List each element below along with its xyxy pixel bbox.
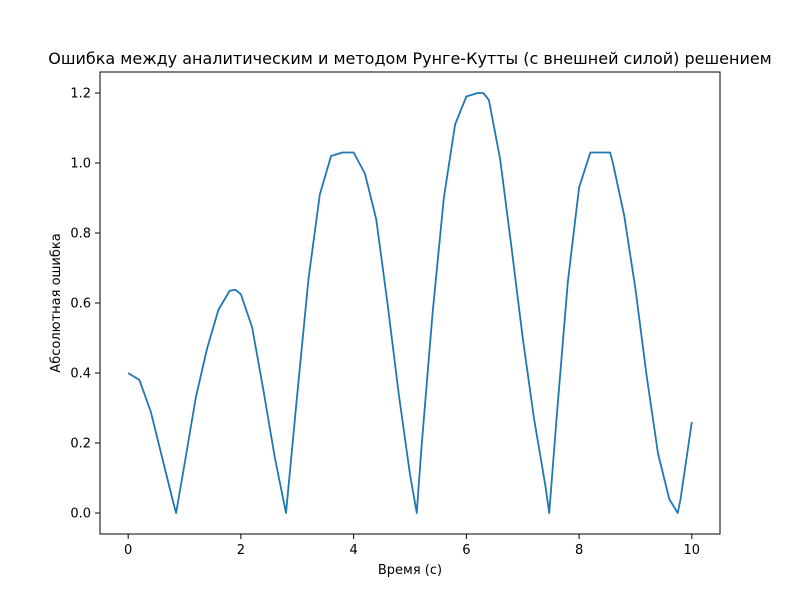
y-tick-label: 0.4 (70, 367, 91, 382)
x-tick-label: 4 (349, 543, 357, 558)
plot-area (100, 72, 720, 534)
series-line (127, 92, 693, 514)
y-tick-label: 0.6 (70, 297, 91, 312)
x-axis-ticks: 0 2 4 6 8 10 (124, 534, 700, 558)
x-axis-label: Время (с) (378, 563, 442, 578)
y-tick-label: 0.2 (70, 437, 91, 452)
x-tick-label: 0 (124, 543, 132, 558)
y-tick-label: 0.8 (70, 227, 91, 242)
y-tick-label: 0.0 (70, 507, 91, 522)
chart-title: Ошибка между аналитическим и методом Рун… (48, 49, 772, 68)
x-tick-label: 2 (237, 543, 245, 558)
y-axis-ticks: 0.0 0.2 0.4 0.6 0.8 1.0 1.2 (70, 87, 100, 522)
x-tick-label: 10 (684, 543, 701, 558)
x-tick-label: 8 (575, 543, 583, 558)
y-axis-label: Абсолютная ошибка (49, 233, 64, 372)
y-tick-label: 1.2 (70, 87, 91, 102)
plot-frame (99, 71, 721, 535)
x-tick-label: 6 (462, 543, 470, 558)
y-tick-label: 1.0 (70, 157, 91, 172)
